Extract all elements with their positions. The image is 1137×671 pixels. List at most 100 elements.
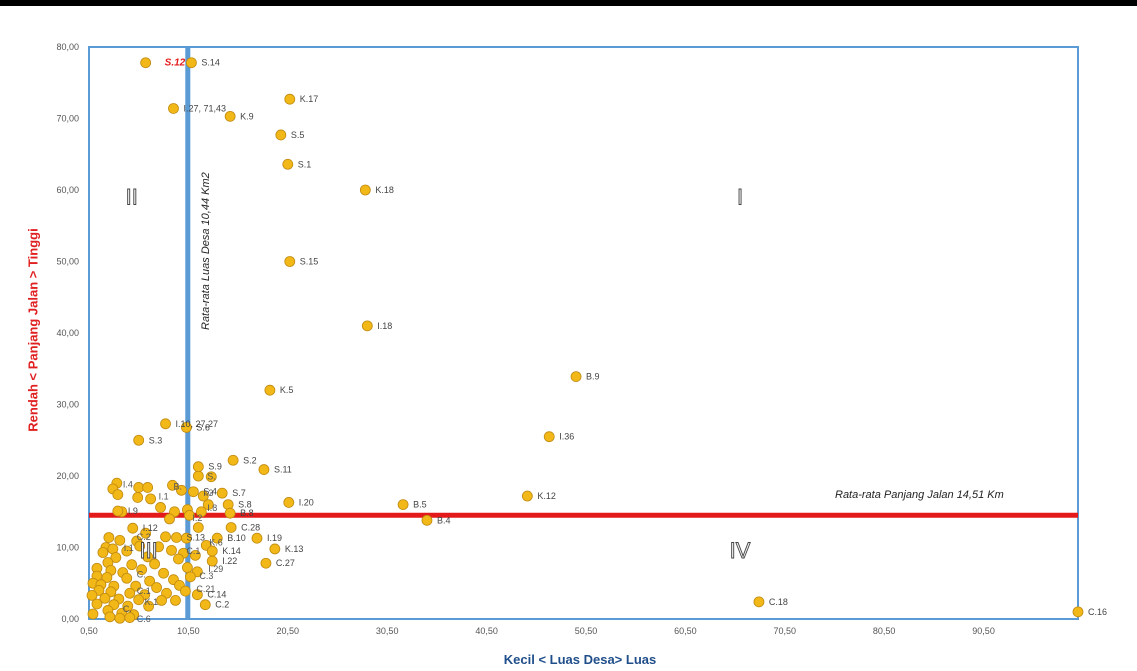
data-point [127,522,139,534]
point-label: I.22 [222,556,237,566]
data-point [184,571,196,583]
y-tick-label: 40,00 [56,328,79,338]
point-label: I.3 [203,488,213,498]
y-tick-label: 20,00 [56,471,79,481]
data-point [112,505,124,517]
point-label: K.14 [222,546,241,556]
data-point [199,599,211,611]
data-point [359,184,371,196]
data-point [126,559,138,571]
point-label: I.8 [207,503,217,513]
point-label: C.1 [186,546,200,556]
point-label: I.10, 27,27 [176,419,219,429]
point-label: S.8 [238,500,252,510]
point-label: C.2 [137,532,151,542]
y-tick-label: 60,00 [56,185,79,195]
point-label: S.6 [196,422,210,432]
data-point [224,110,236,122]
data-point [181,421,192,433]
point-label: C.18 [769,597,788,607]
mean-x-line-label: Rata-rata Luas Desa 10,44 Km2 [200,172,212,330]
point-label: B.4 [437,515,451,525]
data-point [104,611,116,623]
y-tick-label: 10,00 [56,543,79,553]
point-label: S.12 [165,58,186,69]
x-tick-label: 60,50 [674,626,697,636]
point-label: C.21 [196,584,215,594]
point-label: S.7 [232,488,246,498]
data-point [284,256,296,267]
point-label: I.1 [159,492,169,502]
data-point [151,582,162,593]
point-label: S.11 [274,465,292,475]
point-label: C.6 [137,614,151,624]
data-point [103,532,115,543]
x-tick-label: 40,50 [475,626,498,636]
data-point [195,506,207,518]
point-label: I.20 [299,497,314,507]
point-label: S.1 [298,159,312,169]
x-tick-label: 10,50 [177,626,200,636]
data-point [153,541,164,553]
data-point [171,532,182,543]
point-label: C.16 [1088,607,1107,617]
data-point [133,482,145,493]
y-tick-label: 80,00 [56,42,79,52]
y-tick-label: 50,00 [56,257,79,267]
data-point [101,572,113,583]
point-label: S.9 [208,462,222,472]
data-point [225,522,237,533]
mean-y-line-label: Rata-rata Panjang Jalan 14,51 Km [835,489,1004,501]
point-label: C.28 [241,522,260,532]
data-point [132,492,144,503]
point-label: C. [123,604,132,614]
data-point [227,454,239,466]
data-point [97,547,109,558]
data-point [142,551,154,563]
point-label: I.12 [143,523,158,533]
data-point [260,557,272,569]
point-label: I.36 [559,432,574,442]
point-label: I.1 [124,543,134,553]
data-point [205,471,217,483]
x-tick-label: 70,50 [774,626,797,636]
point-label: S.5 [291,130,305,140]
data-point [121,545,133,557]
data-point [133,594,145,606]
data-point [114,534,126,546]
data-point [192,522,204,533]
data-point [421,514,433,526]
data-point [543,431,555,443]
data-point [114,612,126,624]
data-point [192,470,204,482]
data-point [149,558,161,570]
data-point [158,567,169,579]
point-label: K.5 [280,385,294,395]
point-label: K.9 [240,111,254,121]
data-point [206,545,218,557]
point-label: K.12 [537,491,556,501]
data-point [121,572,133,584]
data-point [283,497,295,508]
point-label: K.18 [375,185,394,195]
x-tick-label: 0,50 [80,626,98,636]
data-point [182,562,193,573]
data-point [216,487,228,499]
quadrant-label: I [737,184,743,209]
point-label: C.14 [207,590,226,600]
point-label: B.9 [586,372,600,382]
data-point [397,499,409,511]
data-point [570,371,582,383]
y-tick-label: 30,00 [56,400,79,410]
y-axis-title: Rendah < Panjang Jalan > Tinggi [25,228,41,432]
x-tick-label: 90,50 [972,626,995,636]
point-label: I.2 [192,513,202,523]
data-point [140,527,152,539]
data-point [144,575,156,587]
data-point [187,486,199,498]
data-point [130,580,142,592]
point-label: K.6 [209,537,223,547]
point-label: K.13 [285,544,304,554]
data-point [224,507,236,519]
